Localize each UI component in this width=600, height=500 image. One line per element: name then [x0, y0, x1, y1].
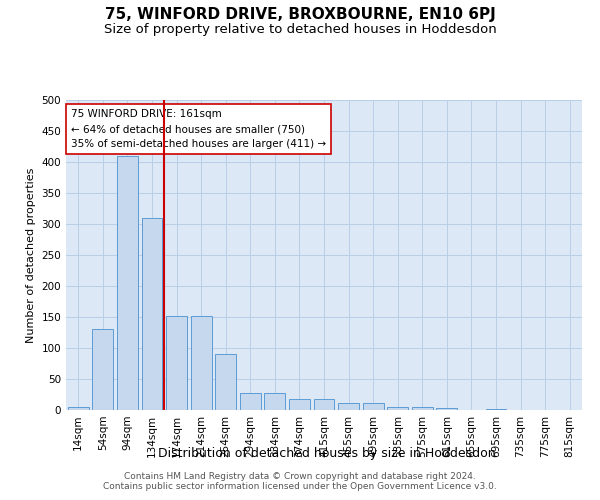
Bar [215, 354, 236, 410]
Text: Size of property relative to detached houses in Hoddesdon: Size of property relative to detached ho… [104, 22, 496, 36]
Text: 75 WINFORD DRIVE: 161sqm
← 64% of detached houses are smaller (750)
35% of semi-: 75 WINFORD DRIVE: 161sqm ← 64% of detach… [71, 110, 326, 149]
Bar [240, 394, 261, 410]
Bar [92, 330, 113, 410]
Y-axis label: Number of detached properties: Number of detached properties [26, 168, 36, 342]
Bar [68, 407, 89, 410]
Bar [166, 316, 187, 410]
Bar [117, 156, 138, 410]
Text: Contains HM Land Registry data © Crown copyright and database right 2024.: Contains HM Land Registry data © Crown c… [124, 472, 476, 481]
Bar [289, 399, 310, 410]
Bar [142, 218, 163, 410]
Bar [387, 407, 408, 410]
Bar [436, 408, 457, 410]
Text: Contains public sector information licensed under the Open Government Licence v3: Contains public sector information licen… [103, 482, 497, 491]
Bar [265, 394, 286, 410]
Bar [485, 409, 506, 410]
Bar [314, 399, 334, 410]
Bar [412, 407, 433, 410]
Text: Distribution of detached houses by size in Hoddesdon: Distribution of detached houses by size … [158, 448, 496, 460]
Bar [191, 316, 212, 410]
Bar [362, 402, 383, 410]
Text: 75, WINFORD DRIVE, BROXBOURNE, EN10 6PJ: 75, WINFORD DRIVE, BROXBOURNE, EN10 6PJ [104, 8, 496, 22]
Bar [338, 402, 359, 410]
